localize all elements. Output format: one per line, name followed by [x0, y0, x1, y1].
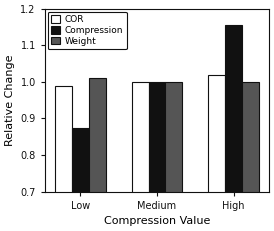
Legend: COR, Compression, Weight: COR, Compression, Weight — [47, 12, 127, 49]
Y-axis label: Relative Change: Relative Change — [5, 55, 15, 146]
Bar — [242, 82, 259, 231]
Bar — [72, 128, 89, 231]
Bar — [55, 86, 72, 231]
Bar — [165, 82, 182, 231]
Bar — [149, 82, 165, 231]
X-axis label: Compression Value: Compression Value — [104, 216, 210, 226]
Bar — [208, 75, 225, 231]
Bar — [89, 78, 105, 231]
Bar — [225, 25, 242, 231]
Bar — [132, 82, 149, 231]
